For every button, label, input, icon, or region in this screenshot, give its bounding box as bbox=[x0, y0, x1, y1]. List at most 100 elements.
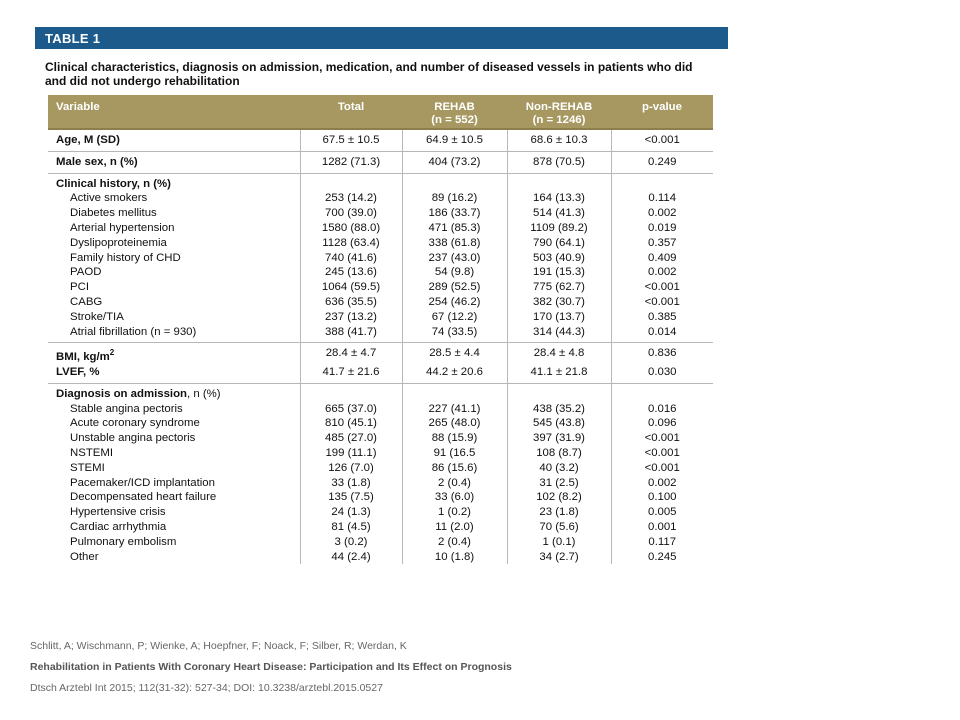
cell-rehab: 64.9 ± 10.5 bbox=[401, 128, 507, 152]
cell-pvalue: 0.357 bbox=[610, 235, 713, 251]
cell-rehab: 86 (15.6) bbox=[401, 460, 507, 476]
section-label-text: Diagnosis on admission bbox=[56, 387, 188, 400]
row-label: CABG bbox=[70, 295, 103, 308]
cell-rehab: 289 (52.5) bbox=[401, 280, 507, 295]
cell-nonrehab: 68.6 ± 10.3 bbox=[506, 128, 611, 152]
cell-pvalue: 0.117 bbox=[610, 534, 713, 550]
row-label: NSTEMI bbox=[70, 446, 114, 459]
cell-nonrehab: 382 (30.7) bbox=[506, 294, 611, 310]
table-row: Age, M (SD) 67.5 ± 10.5 64.9 ± 10.5 68.6… bbox=[48, 128, 713, 152]
cell-nonrehab: 438 (35.2) bbox=[506, 401, 611, 417]
cell-nonrehab: 164 (13.3) bbox=[506, 191, 611, 207]
cell-pvalue: 0.002 bbox=[610, 475, 713, 491]
column-header-rehab-name: REHAB bbox=[434, 101, 475, 113]
column-header-nonrehab-n: (n = 1246) bbox=[532, 114, 586, 126]
cell-nonrehab: 191 (15.3) bbox=[506, 265, 611, 281]
cell-total: 485 (27.0) bbox=[299, 431, 402, 446]
row-label-text: BMI, kg/m bbox=[56, 351, 110, 364]
cell-total: 44 (2.4) bbox=[299, 549, 402, 565]
cell-rehab: 404 (73.2) bbox=[401, 150, 507, 174]
cell-pvalue: <0.001 bbox=[610, 128, 713, 152]
column-header-pvalue: p-value bbox=[611, 95, 713, 130]
cell-nonrehab: 40 (3.2) bbox=[506, 460, 611, 476]
cell-rehab: 265 (48.0) bbox=[401, 416, 507, 432]
cell-pvalue: 0.001 bbox=[610, 519, 713, 535]
cell-pvalue: 0.114 bbox=[610, 191, 713, 207]
row-label: STEMI bbox=[70, 461, 105, 474]
row-label: Pacemaker/ICD implantation bbox=[70, 476, 215, 489]
row-label: Dyslipoproteinemia bbox=[70, 236, 167, 249]
cell-nonrehab: 503 (40.9) bbox=[506, 250, 611, 266]
table-row: Dyslipoproteinemia 1128 (63.4) 338 (61.8… bbox=[48, 235, 713, 251]
cell-total: 28.4 ± 4.7 bbox=[299, 342, 402, 365]
table-row: Arterial hypertension 1580 (88.0) 471 (8… bbox=[48, 220, 713, 236]
citation-source: Dtsch Arztebl Int 2015; 112(31-32): 527-… bbox=[30, 682, 383, 694]
cell-total: 237 (13.2) bbox=[299, 309, 402, 325]
cell-pvalue: 0.245 bbox=[610, 549, 713, 565]
section-label-diagnosis: Diagnosis on admission, n (%) bbox=[48, 382, 300, 402]
column-header-variable: Variable bbox=[48, 95, 300, 130]
cell-nonrehab: 31 (2.5) bbox=[506, 475, 611, 491]
row-label: Arterial hypertension bbox=[70, 221, 175, 234]
citation-authors: Schlitt, A; Wischmann, P; Wienke, A; Hoe… bbox=[30, 640, 407, 652]
row-label: Male sex, n (%) bbox=[48, 150, 300, 174]
row-label: Hypertensive crisis bbox=[70, 506, 166, 519]
row-label-superscript: 2 bbox=[109, 348, 115, 358]
cell-nonrehab: 775 (62.7) bbox=[506, 280, 611, 295]
cell-nonrehab: 170 (13.7) bbox=[506, 309, 611, 325]
table-row: Other 44 (2.4) 10 (1.8) 34 (2.7) 0.245 bbox=[48, 549, 713, 565]
table-caption: Clinical characteristics, diagnosis on a… bbox=[45, 60, 693, 88]
cell-nonrehab: 41.1 ± 21.8 bbox=[506, 364, 611, 384]
cell-pvalue: <0.001 bbox=[610, 280, 713, 295]
table-row: Family history of CHD 740 (41.6) 237 (43… bbox=[48, 250, 713, 266]
cell-pvalue: 0.409 bbox=[610, 250, 713, 266]
table-row: LVEF, % 41.7 ± 21.6 44.2 ± 20.6 41.1 ± 2… bbox=[48, 364, 713, 384]
cell-total: 810 (45.1) bbox=[299, 416, 402, 432]
cell-nonrehab: 34 (2.7) bbox=[506, 549, 611, 565]
row-label: PCI bbox=[70, 281, 89, 294]
cell-pvalue: 0.019 bbox=[610, 220, 713, 236]
row-label: Active smokers bbox=[70, 192, 148, 205]
cell-total: 1580 (88.0) bbox=[299, 220, 402, 236]
cell-nonrehab: 790 (64.1) bbox=[506, 235, 611, 251]
cell-rehab: 89 (16.2) bbox=[401, 191, 507, 207]
cell-nonrehab: 28.4 ± 4.8 bbox=[506, 342, 611, 365]
section-header-row: Clinical history, n (%) bbox=[48, 172, 713, 192]
table-row: CABG 636 (35.5) 254 (46.2) 382 (30.7) <0… bbox=[48, 294, 713, 310]
cell-nonrehab: 545 (43.8) bbox=[506, 416, 611, 432]
cell-rehab: 44.2 ± 20.6 bbox=[401, 364, 507, 384]
table-row: Pacemaker/ICD implantation 33 (1.8) 2 (0… bbox=[48, 475, 713, 491]
cell-rehab: 338 (61.8) bbox=[401, 235, 507, 251]
table-row: STEMI 126 (7.0) 86 (15.6) 40 (3.2) <0.00… bbox=[48, 460, 713, 476]
cell-total: 3 (0.2) bbox=[299, 534, 402, 550]
cell-rehab: 74 (33.5) bbox=[401, 324, 507, 343]
cell-pvalue: <0.001 bbox=[610, 294, 713, 310]
cell-rehab: 10 (1.8) bbox=[401, 549, 507, 565]
cell-total: 135 (7.5) bbox=[299, 490, 402, 506]
section-label-clinical-history: Clinical history, n (%) bbox=[48, 172, 300, 192]
row-label: BMI, kg/m2 bbox=[48, 342, 300, 365]
column-header-nonrehab: Non-REHAB (n = 1246) bbox=[507, 95, 611, 130]
row-label: Stroke/TIA bbox=[70, 310, 124, 323]
cell-total: 253 (14.2) bbox=[299, 191, 402, 207]
table-figure: TABLE 1 Clinical characteristics, diagno… bbox=[35, 27, 728, 578]
table-label: TABLE 1 bbox=[45, 31, 101, 46]
cell-total: 33 (1.8) bbox=[299, 475, 402, 491]
data-table: Variable Total REHAB (n = 552) Non-REHAB… bbox=[48, 95, 713, 565]
cell-nonrehab: 397 (31.9) bbox=[506, 431, 611, 446]
row-label: Other bbox=[70, 550, 99, 563]
cell-pvalue: 0.385 bbox=[610, 309, 713, 325]
table-row: Atrial fibrillation (n = 930) 388 (41.7)… bbox=[48, 324, 713, 343]
cell-pvalue: 0.836 bbox=[610, 342, 713, 365]
cell-total: 1128 (63.4) bbox=[299, 235, 402, 251]
column-header-nonrehab-name: Non-REHAB bbox=[525, 101, 593, 113]
cell-total: 636 (35.5) bbox=[299, 294, 402, 310]
cell-total: 740 (41.6) bbox=[299, 250, 402, 266]
row-label: Family history of CHD bbox=[70, 251, 181, 264]
row-label: LVEF, % bbox=[56, 365, 100, 378]
table-row: Hypertensive crisis 24 (1.3) 1 (0.2) 23 … bbox=[48, 505, 713, 520]
table-row: Acute coronary syndrome 810 (45.1) 265 (… bbox=[48, 416, 713, 432]
row-label: PAOD bbox=[70, 266, 102, 279]
cell-rehab: 11 (2.0) bbox=[401, 519, 507, 535]
table-row: PAOD 245 (13.6) 54 (9.8) 191 (15.3) 0.00… bbox=[48, 265, 713, 281]
